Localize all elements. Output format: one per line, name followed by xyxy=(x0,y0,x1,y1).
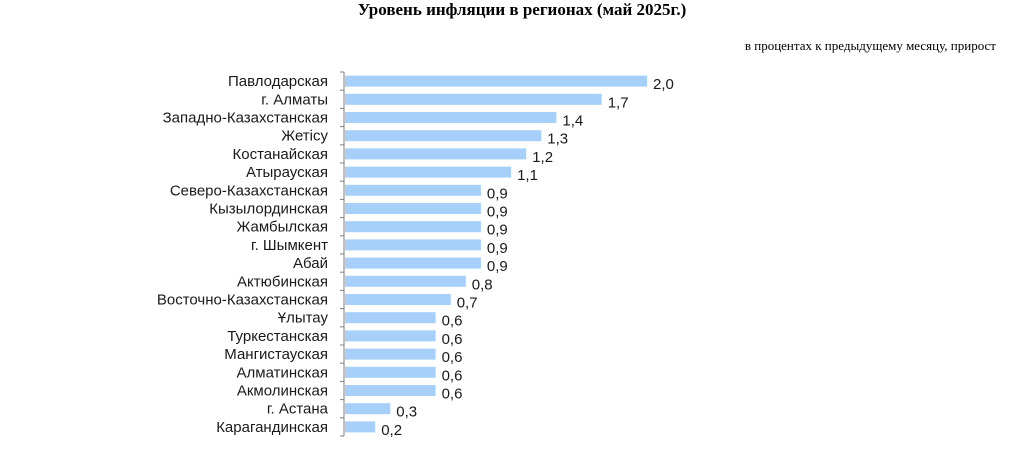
category-label: Туркестанская xyxy=(227,328,328,345)
category-label: Павлодарская xyxy=(228,73,328,90)
category-label: Мангистауская xyxy=(224,346,328,363)
category-label: Акмолинская xyxy=(237,383,328,400)
data-label: 0,7 xyxy=(457,295,478,312)
bar xyxy=(345,312,436,324)
data-label: 0,6 xyxy=(442,349,463,366)
data-label: 0,2 xyxy=(381,422,402,439)
bar xyxy=(345,112,557,123)
chart-title: Уровень инфляции в регионах (май 2025г.) xyxy=(357,0,687,19)
bar xyxy=(345,221,481,233)
data-label: 0,6 xyxy=(442,313,463,330)
data-label: 0,9 xyxy=(487,222,508,239)
bar xyxy=(345,403,391,415)
bar xyxy=(345,330,436,342)
bar xyxy=(345,75,647,87)
category-label: Карагандинская xyxy=(216,419,328,436)
bar xyxy=(345,294,451,305)
data-label: 0,6 xyxy=(442,367,463,384)
bar xyxy=(345,257,481,269)
data-label: 1,2 xyxy=(532,149,553,166)
category-label: г. Алматы xyxy=(261,91,328,108)
category-label: Актюбинская xyxy=(237,273,328,290)
data-label: 0,9 xyxy=(487,185,508,202)
bar xyxy=(345,421,376,433)
data-label: 1,3 xyxy=(547,131,568,148)
category-label: Ұлытау xyxy=(278,310,329,327)
bar xyxy=(345,385,436,396)
data-label: 0,6 xyxy=(442,331,463,348)
bar xyxy=(345,348,436,360)
bar xyxy=(345,184,481,196)
category-label: Восточно-Казахстанская xyxy=(157,292,328,309)
data-label: 0,9 xyxy=(487,204,508,221)
category-label: Атырауская xyxy=(246,164,328,181)
data-label: 1,1 xyxy=(517,167,538,184)
data-label: 2,0 xyxy=(653,76,674,93)
bar xyxy=(345,239,481,251)
bar xyxy=(345,148,527,160)
bar xyxy=(345,130,542,142)
data-label: 0,9 xyxy=(487,258,508,275)
category-label: Алматинская xyxy=(237,364,328,381)
data-label: 1,4 xyxy=(562,113,583,130)
bar xyxy=(345,166,512,178)
bar xyxy=(345,203,481,214)
bar xyxy=(345,366,436,378)
chart-subtitle: в процентах к предыдущему месяцу, прирос… xyxy=(744,38,996,53)
category-label: Абай xyxy=(293,255,328,272)
data-label: 0,8 xyxy=(472,276,493,293)
data-label: 1,7 xyxy=(608,94,629,111)
bar xyxy=(345,93,602,105)
category-label: Жетісу xyxy=(281,128,328,145)
category-label: г. Шымкент xyxy=(251,237,328,254)
data-label: 0,3 xyxy=(396,404,417,421)
category-label: Кызылординская xyxy=(209,201,328,218)
bar xyxy=(345,275,466,287)
category-label: Западно-Казахстанская xyxy=(163,110,328,127)
category-label: Северо-Казахстанская xyxy=(170,182,328,199)
data-label: 0,6 xyxy=(442,386,463,403)
data-label: 0,9 xyxy=(487,240,508,257)
category-label: Костанайская xyxy=(233,146,329,163)
category-label: Жамбылская xyxy=(237,219,329,236)
category-label: г. Астана xyxy=(267,401,329,418)
